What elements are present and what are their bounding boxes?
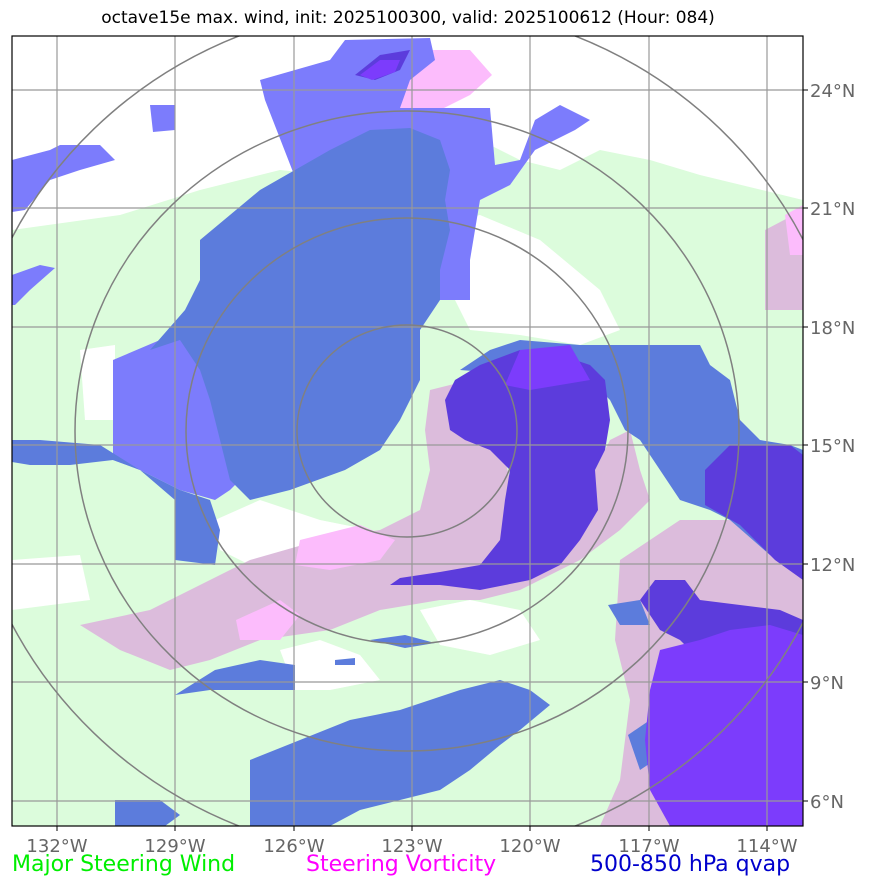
latitude-tick-labels: 24°N 21°N 18°N 15°N 12°N 9°N 6°N (810, 81, 855, 813)
range-rings (12, 36, 803, 826)
lon-tick-label: 126°W (263, 836, 324, 857)
legend-steering-vorticity: Steering Vorticity (306, 852, 497, 877)
lat-tick-label: 15°N (810, 436, 855, 457)
lon-tick-label: 129°W (144, 836, 205, 857)
legend-steering-wind: Major Steering Wind (12, 852, 236, 877)
lon-tick-label: 114°W (736, 836, 797, 857)
map-gridlines (12, 36, 803, 826)
qvap-level-4 (360, 60, 803, 826)
tick-marks (56, 89, 808, 831)
map-title: octave15e max. wind, init: 2025100300, v… (101, 8, 715, 28)
lon-tick-label: 120°W (499, 836, 560, 857)
lon-tick-label: 123°W (381, 836, 442, 857)
lat-tick-label: 6°N (810, 792, 844, 813)
map-plot-area (12, 36, 803, 826)
plot-frame (11, 35, 804, 827)
longitude-tick-labels: 132°W 129°W 126°W 123°W 120°W 117°W 114°… (26, 836, 797, 857)
lon-tick-label: 132°W (26, 836, 87, 857)
lat-tick-label: 18°N (810, 318, 855, 339)
lat-tick-label: 12°N (810, 555, 855, 576)
legend-qvap: 500-850 hPa qvap (590, 852, 791, 877)
lat-tick-label: 24°N (810, 81, 855, 102)
lat-tick-label: 21°N (810, 199, 855, 220)
lon-tick-label: 117°W (618, 836, 679, 857)
lat-tick-label: 9°N (810, 673, 844, 694)
